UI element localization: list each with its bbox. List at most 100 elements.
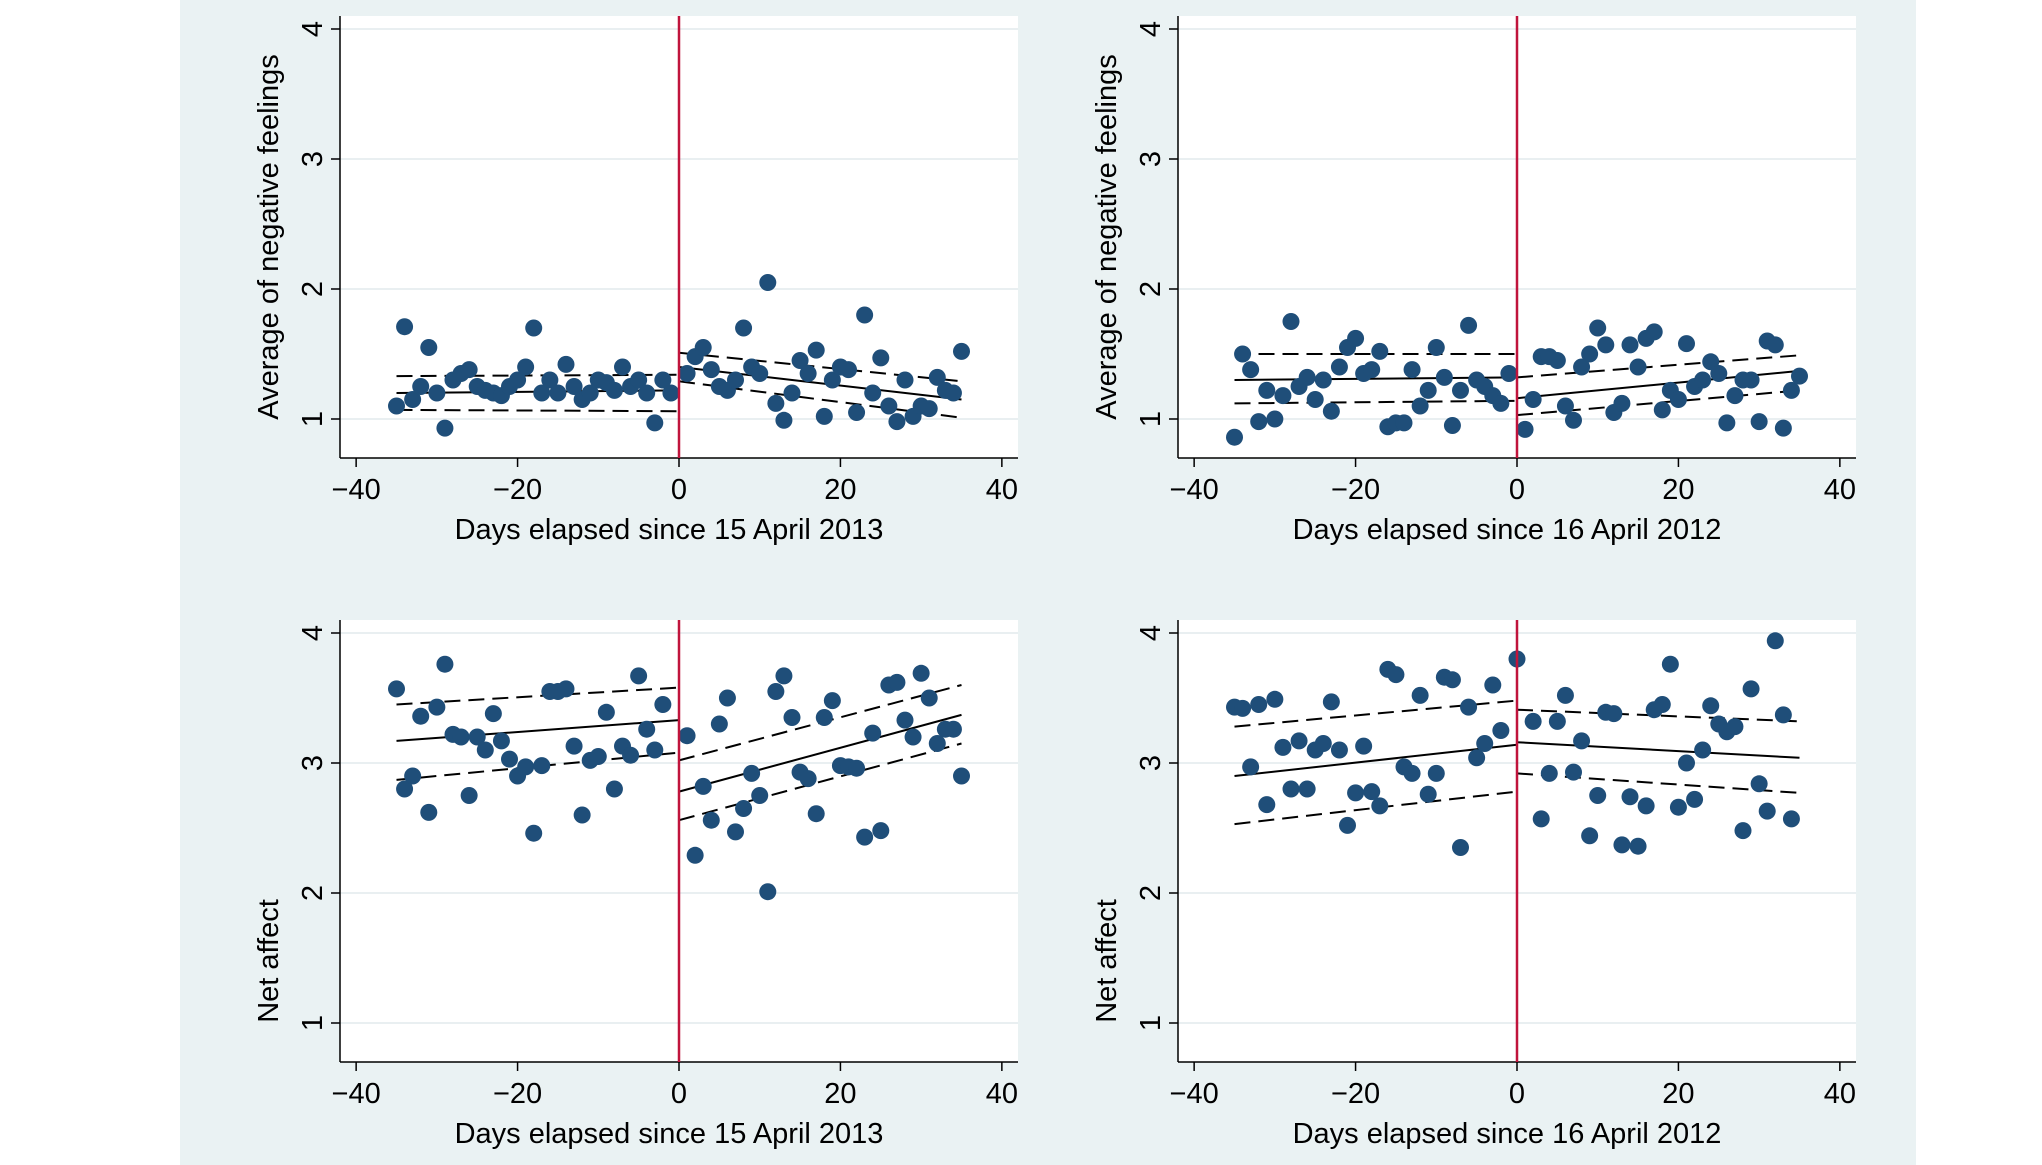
data-point <box>589 748 607 765</box>
data-point <box>783 709 801 726</box>
data-point <box>735 800 753 817</box>
data-point <box>856 306 874 324</box>
data-point <box>1266 690 1284 708</box>
data-point <box>1645 323 1663 341</box>
data-point <box>1653 401 1671 419</box>
data-point <box>565 737 583 755</box>
data-point <box>1492 722 1510 739</box>
chart-panel-1: 1 2 3 4 −40 −20 0 20 40 Days elapsed since 15 Apr… <box>253 16 1018 546</box>
y-tick-label: 3 <box>1135 755 1167 771</box>
data-point <box>501 750 518 768</box>
data-point <box>1548 352 1566 369</box>
data-point <box>775 667 793 685</box>
data-point <box>1500 365 1518 382</box>
data-point <box>815 407 833 425</box>
y-tick-label: 1 <box>297 1015 329 1031</box>
data-point <box>1250 696 1268 713</box>
data-point <box>1282 780 1300 798</box>
data-point <box>1411 686 1429 704</box>
x-tick-label: 20 <box>824 474 856 506</box>
x-tick-label: −40 <box>332 1078 381 1110</box>
data-point <box>1556 686 1574 704</box>
data-point <box>525 319 543 337</box>
data-point <box>767 394 785 412</box>
data-point <box>573 806 591 824</box>
data-point <box>428 698 446 716</box>
data-point <box>856 828 874 846</box>
data-point <box>1661 655 1679 673</box>
data-point <box>678 365 696 382</box>
data-point <box>904 728 922 746</box>
data-point <box>541 371 559 389</box>
data-point <box>1460 698 1478 716</box>
data-point <box>1274 738 1292 756</box>
data-point <box>1347 784 1365 802</box>
data-point <box>912 664 930 682</box>
data-point <box>1476 735 1494 752</box>
data-point <box>1242 361 1260 379</box>
data-point <box>1226 428 1243 446</box>
data-point <box>743 764 761 782</box>
data-point <box>1694 741 1712 759</box>
data-point <box>840 361 857 379</box>
data-point <box>1516 420 1534 438</box>
data-point <box>605 780 623 798</box>
data-point <box>1403 361 1421 379</box>
data-point <box>1532 810 1550 828</box>
data-point <box>1766 336 1784 354</box>
data-point <box>1686 790 1704 808</box>
data-point <box>484 705 502 723</box>
data-point <box>412 707 430 725</box>
data-point <box>1363 361 1381 379</box>
data-point <box>1589 787 1607 804</box>
data-point <box>404 391 422 408</box>
data-point <box>759 274 777 291</box>
data-point <box>1234 345 1252 363</box>
data-point <box>872 349 890 367</box>
data-point <box>864 384 882 402</box>
data-point <box>1782 381 1800 399</box>
data-point <box>872 822 890 840</box>
data-point <box>492 732 510 750</box>
data-point <box>1427 339 1445 356</box>
data-point <box>614 358 631 376</box>
data-point <box>1395 414 1413 432</box>
data-point <box>517 758 535 776</box>
data-point <box>1750 413 1768 431</box>
data-point <box>1298 368 1316 386</box>
y-tick-label: 1 <box>1135 411 1167 427</box>
data-point <box>557 680 575 698</box>
data-point <box>1540 764 1558 782</box>
fit-line-left <box>1234 743 1518 777</box>
x-tick-label: 40 <box>986 474 1018 506</box>
y-tick-label: 2 <box>297 281 329 297</box>
x-axis-title: Days elapsed since 16 April 2012 <box>1293 514 1722 546</box>
data-point <box>848 404 866 421</box>
data-point <box>1742 371 1760 389</box>
data-point <box>944 384 962 402</box>
data-point <box>638 720 656 738</box>
fit-line-right <box>678 713 962 793</box>
data-point <box>718 689 736 707</box>
data-point <box>1758 802 1776 820</box>
data-point <box>1242 758 1260 776</box>
data-point <box>1678 335 1695 353</box>
data-point <box>662 384 680 402</box>
data-point <box>1492 394 1510 412</box>
data-point <box>1427 764 1445 782</box>
data-point <box>1371 797 1389 815</box>
data-point <box>791 352 809 369</box>
data-point <box>815 709 833 726</box>
data-point <box>1653 696 1671 713</box>
data-point <box>751 365 769 382</box>
data-point <box>1548 712 1566 730</box>
data-point <box>1258 796 1276 814</box>
data-point <box>727 371 744 389</box>
data-point <box>1718 414 1736 432</box>
data-point <box>1766 632 1784 650</box>
data-point <box>694 339 712 356</box>
data-point <box>944 720 962 738</box>
data-point <box>1330 741 1348 759</box>
data-point <box>533 757 551 775</box>
